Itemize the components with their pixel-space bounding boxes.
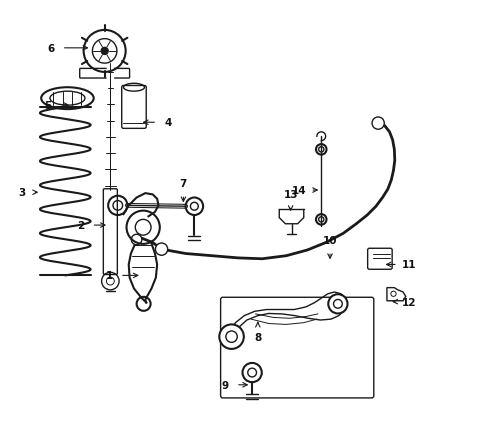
Text: 6: 6	[47, 44, 54, 54]
FancyBboxPatch shape	[220, 297, 373, 398]
Circle shape	[242, 363, 261, 382]
Text: 8: 8	[254, 332, 261, 342]
Text: 13: 13	[283, 190, 297, 200]
Circle shape	[371, 118, 383, 130]
Circle shape	[328, 294, 347, 314]
Text: 10: 10	[322, 236, 336, 246]
Text: 5: 5	[44, 100, 51, 110]
Polygon shape	[386, 288, 405, 301]
Text: 14: 14	[291, 186, 306, 196]
Text: 7: 7	[180, 179, 187, 189]
Text: 3: 3	[18, 188, 25, 198]
Text: 12: 12	[401, 297, 415, 307]
FancyBboxPatch shape	[103, 189, 117, 275]
Polygon shape	[105, 68, 116, 191]
Text: 2: 2	[77, 221, 84, 230]
Text: 9: 9	[221, 380, 228, 390]
Text: 11: 11	[401, 260, 415, 270]
Text: 1: 1	[105, 271, 112, 281]
FancyBboxPatch shape	[121, 86, 146, 129]
Circle shape	[101, 48, 108, 55]
FancyBboxPatch shape	[367, 249, 392, 270]
Circle shape	[131, 235, 141, 245]
Circle shape	[219, 325, 243, 349]
Text: 4: 4	[164, 118, 171, 128]
Circle shape	[155, 244, 167, 256]
FancyBboxPatch shape	[79, 69, 129, 79]
